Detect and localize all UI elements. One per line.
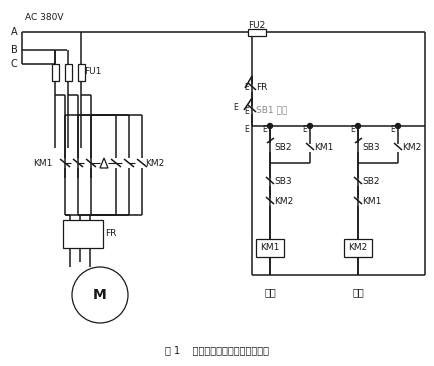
Text: KM2: KM2 [349,243,368,253]
Text: FU1: FU1 [84,67,102,76]
Text: KM1: KM1 [314,143,333,153]
Text: E: E [233,102,238,112]
Bar [344,239,372,257]
Text: E: E [244,83,249,93]
Text: SB3: SB3 [362,143,380,153]
Text: KM2: KM2 [145,158,164,168]
Text: C: C [10,59,17,69]
Circle shape [395,123,401,128]
Text: FU2: FU2 [248,20,266,30]
Text: SB3: SB3 [274,178,292,187]
Bar [65,64,72,81]
Text: 图 1    异步电动机正反转控制电路图: 图 1 异步电动机正反转控制电路图 [165,345,269,355]
Text: SB2: SB2 [274,143,292,153]
Text: E: E [244,108,249,116]
Bar [78,64,85,81]
Text: KM1: KM1 [33,158,53,168]
Circle shape [267,123,273,128]
Circle shape [308,123,312,128]
Circle shape [355,123,361,128]
Text: KM1: KM1 [260,243,279,253]
Bar [63,220,103,248]
Text: 正转: 正转 [264,287,276,297]
Circle shape [72,267,128,323]
Text: M: M [93,288,107,302]
Bar [248,29,266,36]
Text: FR: FR [256,83,267,93]
Text: A: A [11,27,17,37]
Text: E: E [302,126,307,134]
Text: KM1: KM1 [362,198,381,206]
Bar [52,64,59,81]
Text: E: E [390,126,395,134]
Text: E: E [244,126,249,134]
Text: 反转: 反转 [352,287,364,297]
Text: FR: FR [105,229,116,239]
Text: SB1 停车: SB1 停车 [256,105,287,115]
Text: B: B [10,45,17,55]
Text: KM2: KM2 [402,143,421,153]
Text: SB2: SB2 [362,178,379,187]
Bar [256,239,284,257]
Text: E: E [350,126,355,134]
Text: E: E [262,126,267,134]
Text: KM2: KM2 [274,198,293,206]
Text: AC 380V: AC 380V [25,12,63,22]
